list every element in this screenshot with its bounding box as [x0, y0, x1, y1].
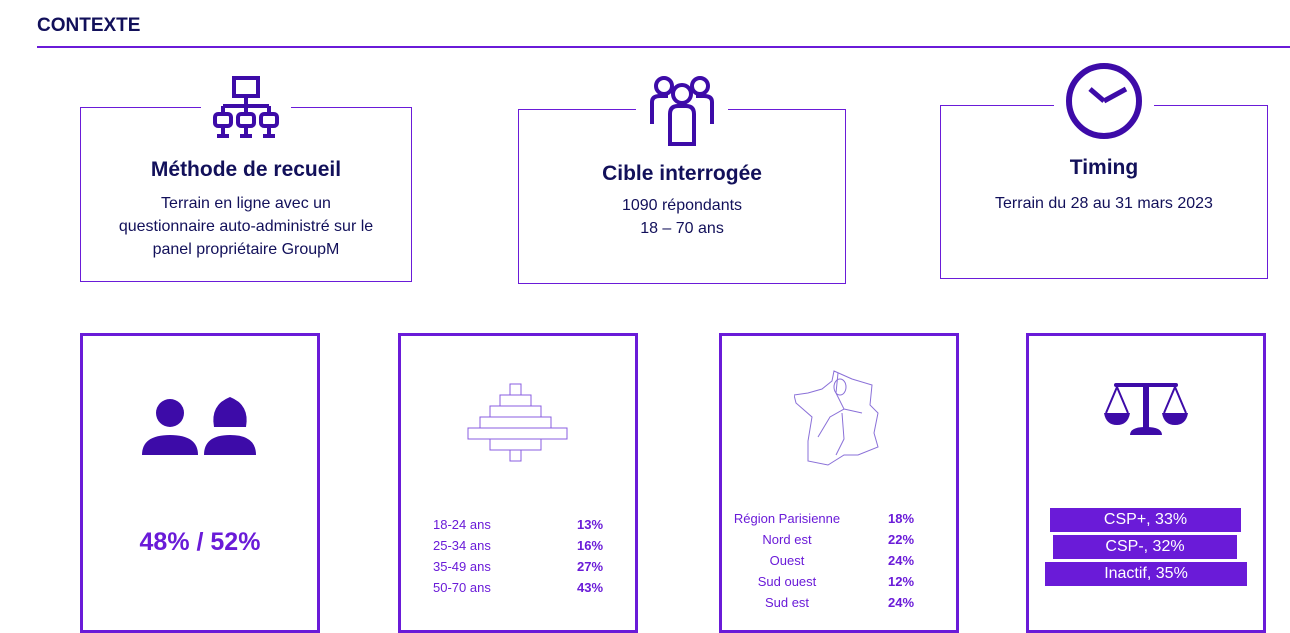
card-timing: Timing Terrain du 28 au 31 mars 2023 [940, 61, 1268, 279]
age-pct: 43% [577, 580, 604, 595]
region-pct: 22% [888, 532, 915, 547]
csp-panel: CSP+, 33% CSP-, 32% Inactif, 35% [1026, 333, 1266, 633]
gender-panel: 48% / 52% [80, 333, 320, 633]
card-text: Terrain du 28 au 31 mars 2023 [995, 195, 1213, 212]
region-panel: Région Parisienne Nord est Ouest Sud oue… [719, 333, 959, 633]
region-pct: 24% [888, 553, 915, 568]
region-label: Sud est [764, 595, 810, 610]
card-method: Méthode de recueil Terrain en ligne avec… [80, 76, 412, 282]
region-label: Ouest [769, 553, 805, 568]
card-text: panel propriétaire GroupM [152, 241, 340, 258]
card-text: questionnaire auto-administré sur le [118, 218, 374, 235]
card-text: 18 – 70 ans [640, 220, 724, 237]
age-label: 25-34 ans [433, 538, 491, 553]
region-label: Région Parisienne [733, 511, 841, 526]
gender-split: 48% / 52% [139, 528, 261, 556]
page-title: CONTEXTE [37, 15, 141, 36]
csp-bar: CSP+, 33% [1050, 508, 1241, 532]
population-pyramid-icon [401, 383, 635, 468]
region-label: Sud ouest [757, 574, 817, 589]
scales-icon [1029, 381, 1263, 452]
age-label: 18-24 ans [433, 517, 491, 532]
csp-bar: Inactif, 35% [1045, 562, 1247, 586]
age-pct: 27% [577, 559, 604, 574]
title-divider [37, 46, 1290, 48]
age-label: 50-70 ans [433, 580, 491, 595]
csp-bar: CSP-, 32% [1053, 535, 1237, 559]
region-pct: 12% [888, 574, 915, 589]
age-pct: 13% [577, 517, 604, 532]
age-label: 35-49 ans [433, 559, 491, 574]
card-target: Cible interrogée 1090 répondants 18 – 70… [518, 72, 846, 284]
card-text: 1090 répondants [621, 197, 743, 214]
region-label: Nord est [762, 532, 812, 547]
age-panel: 18-24 ans 25-34 ans 35-49 ans 50-70 ans … [398, 333, 638, 633]
age-pct: 16% [577, 538, 604, 553]
people-group-icon [636, 72, 728, 153]
region-pct: 18% [888, 511, 915, 526]
region-pct: 24% [888, 595, 915, 610]
card-heading: Cible interrogée [602, 162, 762, 185]
network-icon [201, 76, 291, 145]
clock-icon [1054, 61, 1154, 146]
france-map-icon [722, 369, 956, 474]
card-heading: Timing [1069, 156, 1139, 179]
man-woman-icon [83, 391, 317, 460]
card-text: Terrain en ligne avec un [161, 195, 331, 212]
card-heading: Méthode de recueil [150, 158, 342, 181]
